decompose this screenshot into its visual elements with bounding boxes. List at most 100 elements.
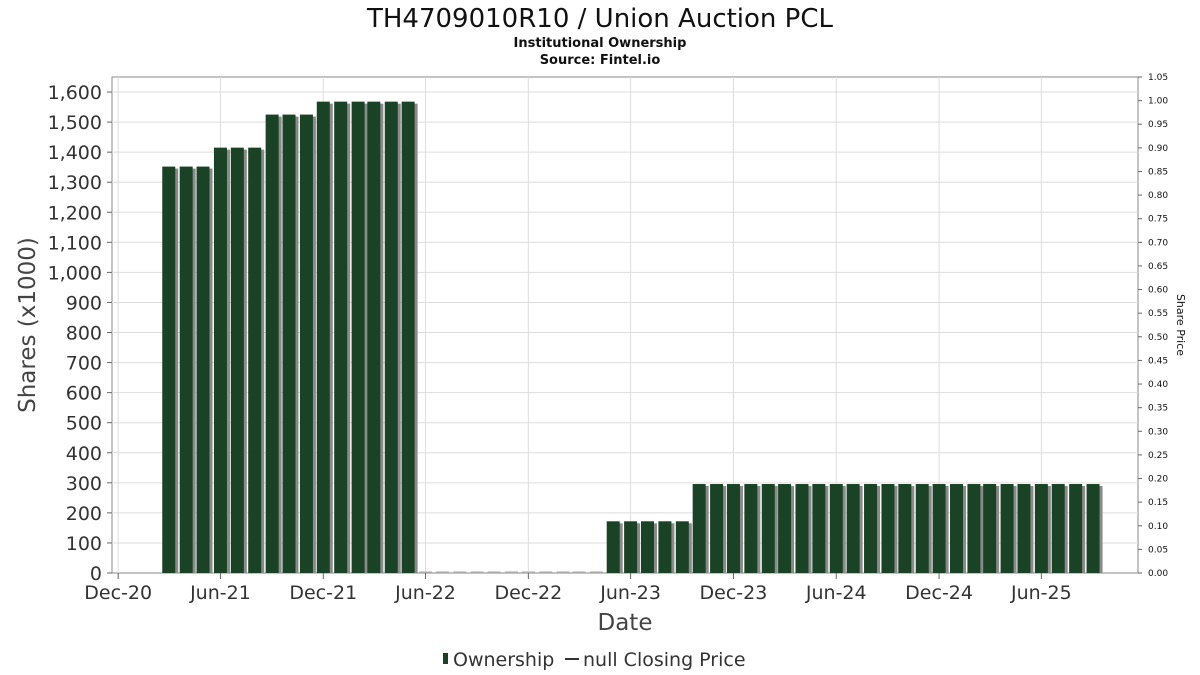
bar bbox=[1086, 484, 1100, 573]
x-tick-label: Jun-25 bbox=[1010, 582, 1072, 604]
bar bbox=[521, 571, 535, 573]
chart-subtitle: Institutional Ownership bbox=[514, 36, 687, 51]
bar bbox=[316, 101, 330, 574]
y2-tick-label: 0.30 bbox=[1148, 427, 1168, 437]
y-tick-label: 600 bbox=[66, 383, 102, 405]
y-tick-label: 500 bbox=[66, 413, 102, 435]
x-tick-label: Jun-23 bbox=[599, 582, 661, 604]
bar bbox=[795, 484, 809, 573]
y2-tick-label: 1.00 bbox=[1148, 97, 1168, 107]
y-tick-label: 1,600 bbox=[48, 82, 102, 104]
y2-tick-label: 0.90 bbox=[1148, 144, 1168, 154]
bar bbox=[778, 484, 792, 573]
bar bbox=[1000, 484, 1014, 573]
y2-tick-label: 0.80 bbox=[1148, 191, 1168, 201]
bar bbox=[624, 521, 638, 573]
y2-tick-label: 1.05 bbox=[1148, 73, 1168, 83]
y2-tick-label: 0.55 bbox=[1148, 309, 1168, 319]
x-tick-label: Dec-20 bbox=[84, 582, 152, 604]
bar bbox=[898, 484, 912, 573]
y2-tick-label: 0.10 bbox=[1148, 522, 1168, 532]
bar bbox=[401, 101, 415, 574]
legend-ownership-label: Ownership bbox=[453, 649, 554, 671]
bar bbox=[265, 114, 279, 574]
bar bbox=[248, 147, 262, 573]
y2-tick-label: 0.85 bbox=[1148, 167, 1168, 177]
y-tick-label: 400 bbox=[66, 443, 102, 465]
x-tick-label: Jun-21 bbox=[189, 582, 251, 604]
y2-tick-label: 0.00 bbox=[1148, 569, 1168, 579]
y2-tick-label: 0.60 bbox=[1148, 286, 1168, 296]
bar bbox=[419, 571, 433, 573]
bar bbox=[606, 521, 620, 573]
bar bbox=[967, 484, 981, 573]
bar bbox=[726, 484, 740, 573]
legend-ownership-swatch bbox=[443, 653, 448, 664]
bar bbox=[334, 101, 348, 574]
bar bbox=[351, 101, 365, 574]
x-tick-label: Jun-22 bbox=[394, 582, 456, 604]
bar bbox=[162, 166, 176, 573]
ownership-bars bbox=[162, 101, 1103, 574]
y-tick-label: 900 bbox=[66, 292, 102, 314]
bar bbox=[213, 147, 227, 573]
y2-tick-label: 0.70 bbox=[1148, 238, 1168, 248]
y-axis-label: Shares (x1000) bbox=[15, 237, 41, 413]
y-tick-label: 200 bbox=[66, 503, 102, 525]
bar bbox=[487, 571, 501, 573]
bar bbox=[196, 166, 210, 573]
y-tick-label: 1,300 bbox=[48, 172, 102, 194]
bar bbox=[435, 571, 449, 573]
y-tick-label: 1,200 bbox=[48, 202, 102, 224]
x-tick-label: Dec-23 bbox=[700, 582, 768, 604]
x-tick-label: Dec-24 bbox=[905, 582, 973, 604]
bar bbox=[384, 101, 398, 574]
bar bbox=[881, 484, 895, 573]
bar bbox=[556, 571, 570, 573]
bar bbox=[230, 147, 244, 573]
bar bbox=[675, 521, 689, 573]
y2-tick-label: 0.65 bbox=[1148, 262, 1168, 272]
y2-tick-label: 0.20 bbox=[1148, 475, 1168, 485]
bar bbox=[846, 484, 860, 573]
bar bbox=[950, 484, 964, 573]
y-tick-label: 0 bbox=[90, 563, 102, 585]
y2-axis-label: Share Price bbox=[1174, 294, 1187, 356]
bar bbox=[1051, 484, 1065, 573]
y-tick-label: 1,100 bbox=[48, 232, 102, 254]
y2-tick-label: 0.35 bbox=[1148, 404, 1168, 414]
bar bbox=[367, 101, 381, 574]
y-axis: 0 100 200 300 400 500 600 700 800 900 1,000 1,100 1,… bbox=[48, 82, 112, 585]
y-tick-label: 100 bbox=[66, 533, 102, 555]
bar bbox=[282, 114, 296, 574]
y2-axis: 0.00 0.05 0.10 0.15 0.20 0.25 0.30 0.35 0.40 0.45… bbox=[1138, 73, 1168, 579]
x-axis: Dec-20 Jun-21 Dec-21 Jun-22 Dec-22 Jun-23 Dec-… bbox=[84, 573, 1072, 604]
legend-price-label: null Closing Price bbox=[583, 649, 746, 671]
bar bbox=[983, 484, 997, 573]
legend: Ownership null Closing Price bbox=[443, 649, 746, 671]
y2-tick-label: 0.75 bbox=[1148, 215, 1168, 225]
y2-tick-label: 0.45 bbox=[1148, 356, 1168, 366]
bar bbox=[692, 484, 706, 573]
bar bbox=[1034, 484, 1048, 573]
bar bbox=[658, 521, 672, 573]
y-tick-label: 300 bbox=[66, 473, 102, 495]
bar bbox=[761, 484, 775, 573]
bar bbox=[470, 571, 484, 573]
y2-tick-label: 0.40 bbox=[1148, 380, 1168, 390]
bar bbox=[864, 484, 878, 573]
x-tick-label: Dec-21 bbox=[289, 582, 357, 604]
y2-tick-label: 0.95 bbox=[1148, 120, 1168, 130]
bar bbox=[179, 166, 193, 573]
chart-source: Source: Fintel.io bbox=[540, 53, 661, 68]
bar bbox=[1069, 484, 1083, 573]
bar bbox=[504, 571, 518, 573]
bar bbox=[744, 484, 758, 573]
y2-tick-label: 0.50 bbox=[1148, 333, 1168, 343]
bar bbox=[299, 114, 313, 574]
bar bbox=[539, 571, 553, 573]
chart-title: TH4709010R10 / Union Auction PCL bbox=[366, 4, 834, 34]
y-tick-label: 1,000 bbox=[48, 262, 102, 284]
bar bbox=[640, 521, 654, 573]
